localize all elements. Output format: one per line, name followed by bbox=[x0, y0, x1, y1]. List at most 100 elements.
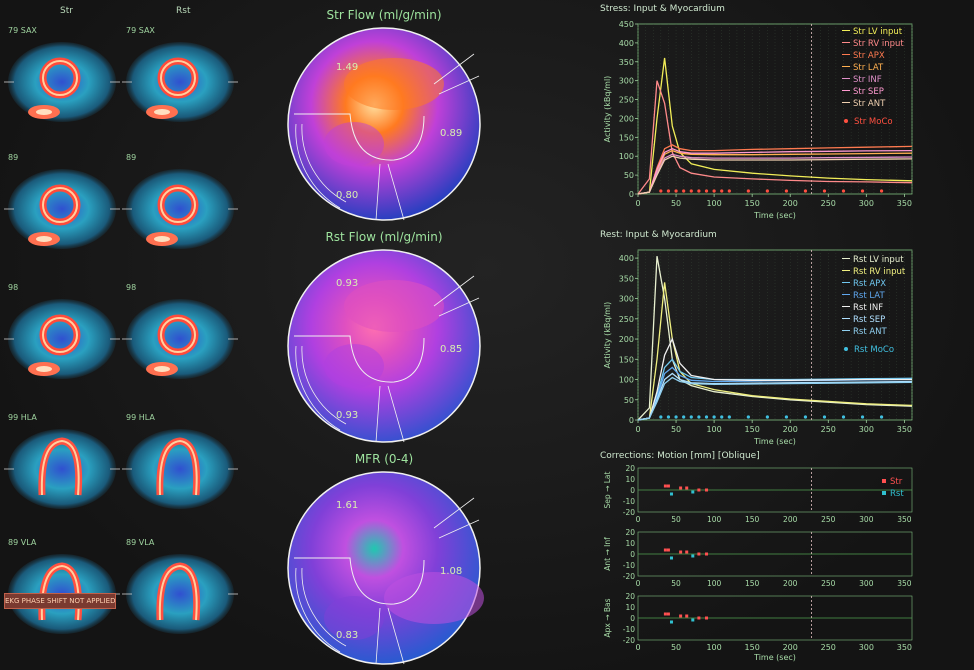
x-tick-label: 250 bbox=[821, 199, 836, 208]
moco-marker bbox=[841, 415, 846, 419]
x-tick-label: 250 bbox=[821, 579, 836, 588]
series-line-str-inf bbox=[637, 153, 913, 195]
motion-marker bbox=[669, 556, 673, 560]
series-line-str-lv-input bbox=[637, 57, 913, 195]
legend-label: Str INF bbox=[853, 75, 882, 85]
y-tick-label: 0 bbox=[629, 190, 634, 199]
y-tick-label: 350 bbox=[619, 58, 634, 67]
legend-item: Rst LAT bbox=[842, 290, 962, 302]
y-tick-label: 0 bbox=[630, 550, 635, 559]
polar-value: 0.85 bbox=[440, 344, 463, 355]
y-tick-label: 450 bbox=[619, 20, 634, 29]
x-tick-label: 150 bbox=[745, 643, 760, 652]
moco-marker bbox=[682, 415, 686, 419]
slice-label: 79 SAX bbox=[8, 26, 37, 35]
legend-item: Rst ANT bbox=[842, 326, 962, 338]
y-tick-label: -10 bbox=[623, 497, 635, 506]
moco-marker bbox=[682, 189, 686, 193]
legend-label: Rst LAT bbox=[853, 291, 885, 301]
x-tick-label: 0 bbox=[636, 579, 641, 588]
panel-axis-label: Ant → Inf bbox=[603, 537, 612, 571]
series-line-str-apx bbox=[637, 144, 913, 195]
motion-marker bbox=[705, 552, 708, 556]
moco-marker bbox=[765, 189, 769, 193]
legend-label: Str APX bbox=[853, 51, 885, 61]
rest-legend: Rst LV input Rst RV input Rst APX Rst LAT Rs… bbox=[842, 254, 962, 356]
moco-marker bbox=[712, 415, 716, 419]
legend-label: Rst LV input bbox=[853, 255, 904, 265]
moco-marker bbox=[841, 189, 846, 193]
y-tick-label: -10 bbox=[623, 561, 635, 570]
long-axis-slice bbox=[122, 550, 238, 642]
moco-marker bbox=[720, 415, 724, 419]
y-tick-label: 150 bbox=[619, 355, 634, 364]
legend-item: Rst SEP bbox=[842, 314, 962, 326]
motion-marker bbox=[679, 486, 683, 490]
stress-chart-title: Stress: Input & Myocardium bbox=[600, 4, 725, 14]
dot-icon bbox=[844, 119, 848, 123]
series-line-rst-inf bbox=[637, 337, 912, 421]
y-tick-label: 400 bbox=[619, 39, 634, 48]
x-tick-label: 100 bbox=[707, 515, 722, 524]
x-tick-label: 200 bbox=[783, 643, 798, 652]
x-tick-label: 0 bbox=[635, 643, 640, 652]
line-swatch-icon bbox=[842, 270, 850, 271]
moco-marker bbox=[822, 415, 827, 419]
legend-label: Str LV input bbox=[853, 27, 903, 37]
legend-label: Rst INF bbox=[853, 303, 884, 313]
x-tick-label: 300 bbox=[859, 425, 874, 434]
moco-marker bbox=[803, 415, 808, 419]
y-tick-label: 10 bbox=[625, 475, 635, 484]
legend-item: Rst RV input bbox=[842, 266, 962, 278]
line-swatch-icon bbox=[842, 78, 850, 79]
moco-marker bbox=[666, 415, 671, 419]
x-tick-label: 200 bbox=[783, 199, 798, 208]
y-tick-label: 20 bbox=[625, 592, 635, 601]
x-tick-label: 0 bbox=[636, 515, 641, 524]
moco-marker bbox=[704, 415, 709, 419]
y-tick-label: 400 bbox=[619, 254, 634, 263]
legend-item: Str bbox=[882, 476, 942, 488]
y-tick-label: 20 bbox=[625, 464, 635, 473]
legend-label: Rst bbox=[890, 489, 904, 499]
moco-marker bbox=[879, 415, 884, 419]
motion-marker bbox=[705, 488, 708, 492]
x-tick-label: 250 bbox=[821, 515, 836, 524]
slice-label: 98 bbox=[8, 283, 19, 292]
polar-value: 1.49 bbox=[336, 62, 359, 73]
legend-item: Str LAT bbox=[842, 62, 962, 74]
y-tick-label: -10 bbox=[623, 625, 635, 634]
slice-label: 89 bbox=[126, 153, 137, 162]
moco-marker bbox=[712, 189, 716, 193]
motion-marker bbox=[669, 492, 673, 496]
line-swatch-icon bbox=[842, 42, 850, 43]
moco-marker bbox=[727, 189, 731, 193]
moco-marker bbox=[674, 415, 678, 419]
x-tick-label: 350 bbox=[897, 579, 912, 588]
polar-map-title: MFR (0-4) bbox=[354, 452, 414, 466]
motion-marker bbox=[697, 552, 701, 556]
moco-marker bbox=[674, 189, 678, 193]
y-tick-label: 100 bbox=[619, 376, 634, 385]
corrections-legend: Str Rst bbox=[882, 476, 942, 500]
legend-item: Str INF bbox=[842, 74, 962, 86]
moco-marker bbox=[784, 189, 789, 193]
col-header-stress: Str bbox=[60, 6, 73, 16]
square-icon bbox=[882, 491, 886, 495]
series-line-rst-sep bbox=[637, 372, 913, 421]
legend-item: Str LV input bbox=[842, 26, 962, 38]
moco-marker bbox=[727, 415, 731, 419]
moco-marker bbox=[784, 415, 789, 419]
x-tick-label: 100 bbox=[707, 579, 722, 588]
polar-map-title: Rst Flow (ml/g/min) bbox=[325, 230, 443, 244]
y-tick-label: 50 bbox=[624, 171, 634, 180]
legend-item: Rst INF bbox=[842, 302, 962, 314]
x-axis-label: Time (sec) bbox=[753, 211, 796, 220]
line-swatch-icon bbox=[842, 282, 850, 283]
x-tick-label: 50 bbox=[671, 515, 681, 524]
moco-marker bbox=[697, 189, 701, 193]
x-tick-label: 100 bbox=[706, 199, 721, 208]
motion-marker bbox=[669, 620, 673, 624]
y-tick-label: 200 bbox=[619, 335, 634, 344]
legend-label: Str ANT bbox=[853, 99, 886, 109]
